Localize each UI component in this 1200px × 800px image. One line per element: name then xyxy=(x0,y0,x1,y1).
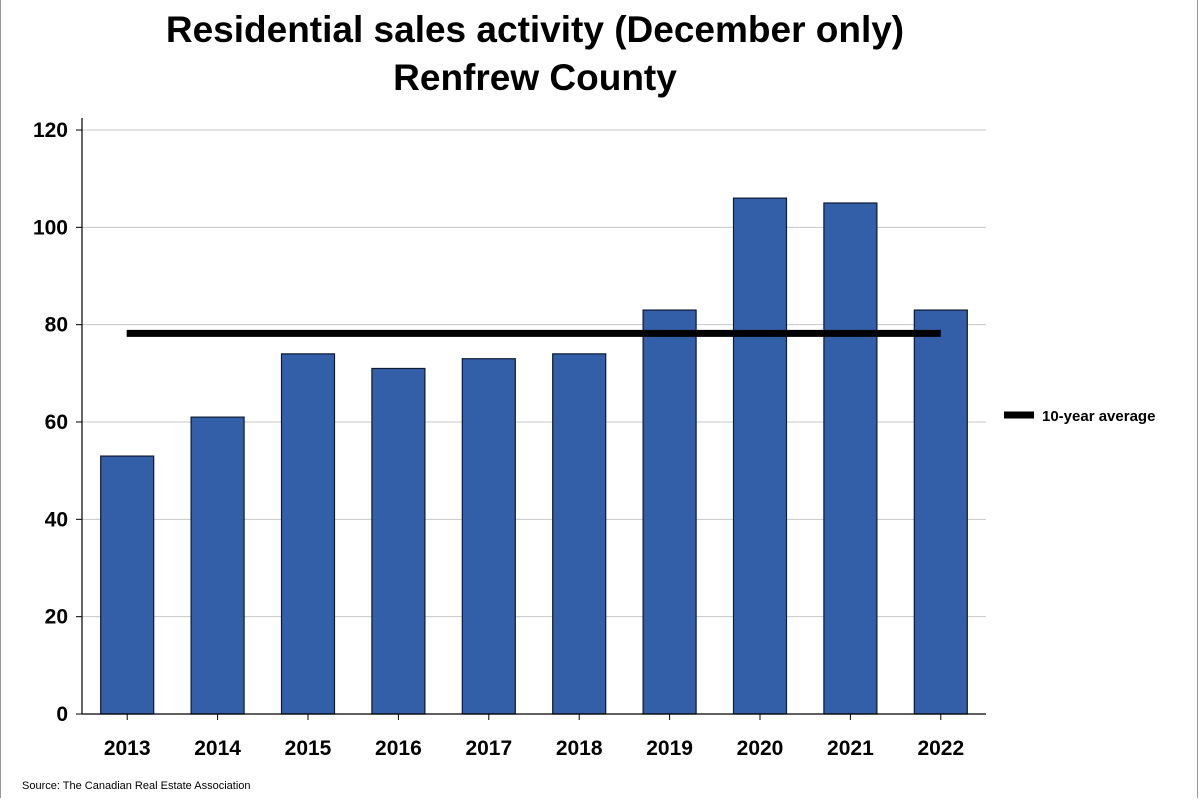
x-tick-label: 2016 xyxy=(375,737,422,760)
x-tick-label: 2021 xyxy=(827,737,874,760)
y-tick-label: 100 xyxy=(33,216,68,239)
y-tick-label: 120 xyxy=(33,119,68,142)
y-tick-label: 40 xyxy=(45,508,68,531)
x-tick-label: 2018 xyxy=(556,737,603,760)
x-tick-label: 2017 xyxy=(465,737,512,760)
bar-2019 xyxy=(642,309,697,715)
bar-2020 xyxy=(732,197,788,715)
axes xyxy=(76,118,986,720)
bar-2022 xyxy=(913,309,968,715)
bar-2015 xyxy=(280,353,336,715)
x-tick-label: 2019 xyxy=(646,737,693,760)
bar-2013 xyxy=(100,455,155,715)
x-tick-label: 2022 xyxy=(917,737,964,760)
x-tick-label: 2013 xyxy=(104,737,151,760)
bar-2018 xyxy=(552,353,607,715)
legend-label: 10-year average xyxy=(1042,408,1155,425)
bar-2016 xyxy=(371,367,426,715)
x-tick-label: 2020 xyxy=(737,737,784,760)
y-tick-label: 20 xyxy=(45,606,68,629)
bar-2021 xyxy=(823,202,878,715)
bar-2017 xyxy=(461,358,516,715)
x-tick-label: 2014 xyxy=(194,737,241,760)
chart-title-block: Residential sales activity (December onl… xyxy=(0,6,1070,102)
chart-title: Residential sales activity (December onl… xyxy=(165,9,905,50)
bars xyxy=(100,197,968,715)
y-tick-label: 0 xyxy=(56,703,68,726)
bar-2014 xyxy=(190,416,245,715)
y-tick-label: 80 xyxy=(45,314,68,337)
x-tick-label: 2015 xyxy=(285,737,332,760)
chart-subtitle: Renfrew County xyxy=(393,57,677,98)
tick-labels: 0 20 40 60 80 100 120 2013 2014 2015 2016 2017 2018 2… xyxy=(33,119,964,760)
y-tick-label: 60 xyxy=(45,411,68,434)
source-note: Source: The Canadian Real Estate Associa… xyxy=(22,780,251,792)
legend: 10-year average xyxy=(1004,408,1155,425)
